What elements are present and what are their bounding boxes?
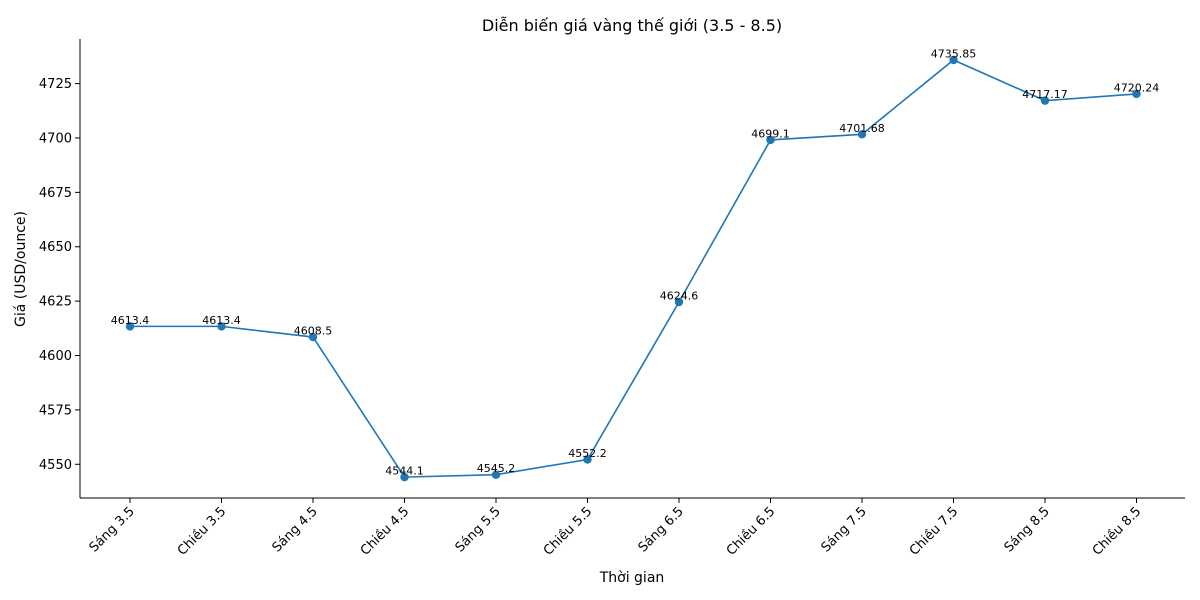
x-tick-label: Chiều 6.5 (724, 504, 778, 558)
data-label: 4720.24 (1114, 81, 1160, 94)
data-label: 4699.1 (751, 127, 790, 140)
data-point (308, 332, 318, 342)
data-point (674, 297, 684, 307)
data-point (1040, 96, 1050, 105)
x-tick-label: Chiều 3.5 (175, 504, 229, 558)
data-label: 4613.4 (111, 314, 150, 327)
y-tick-label: 4700 (39, 131, 72, 146)
y-tick-label: 4600 (39, 349, 72, 364)
data-label: 4701.68 (839, 122, 885, 135)
data-point (583, 455, 592, 464)
y-tick-label: 4675 (39, 186, 72, 201)
data-label: 4624.6 (660, 290, 699, 303)
x-tick-label: Sáng 4.5 (270, 504, 321, 555)
x-tick-label: Chiều 4.5 (358, 504, 412, 558)
series-line (130, 59, 1137, 478)
x-tick-label: Chiều 5.5 (541, 504, 595, 558)
data-point (491, 470, 501, 479)
data-point (766, 135, 775, 145)
data-label: 4735.85 (931, 47, 977, 60)
data-point (949, 55, 958, 65)
x-tick-label: Chiều 8.5 (1090, 504, 1144, 558)
data-label: 4613.4 (202, 314, 241, 327)
y-tick-label: 4550 (39, 458, 72, 473)
data-label: 4717.17 (1022, 88, 1068, 101)
x-tick-label: Sáng 5.5 (453, 504, 504, 555)
data-label: 4608.5 (294, 325, 333, 338)
x-axis-title: Thời gian (599, 570, 665, 586)
y-tick-label: 4725 (39, 77, 72, 92)
x-tick-label: Sáng 8.5 (1002, 504, 1053, 555)
x-tick-label: Sáng 7.5 (819, 504, 870, 555)
x-tick-label: Sáng 6.5 (636, 504, 687, 555)
y-tick-label: 4625 (39, 295, 72, 310)
data-point (125, 322, 135, 331)
chart-title: Diễn biến giá vàng thế giới (3.5 - 8.5) (482, 16, 782, 35)
x-tick-label: Sáng 3.5 (87, 504, 138, 555)
data-point (217, 322, 226, 331)
data-label: 4544.1 (385, 465, 424, 478)
y-axis-title: Giá (USD/ounce) (13, 211, 29, 327)
y-tick-label: 4575 (39, 403, 72, 418)
data-label: 4552.2 (568, 447, 607, 460)
data-point (857, 130, 867, 139)
y-tick-label: 4650 (39, 240, 72, 255)
plot-area: 4550 4575 4600 4625 4650 4675 4700 4725 Sáng 3.5… (39, 39, 1185, 559)
data-point (1132, 89, 1141, 99)
data-label: 4545.2 (477, 462, 516, 475)
data-point (400, 472, 409, 482)
x-tick-label: Chiều 7.5 (907, 504, 961, 558)
